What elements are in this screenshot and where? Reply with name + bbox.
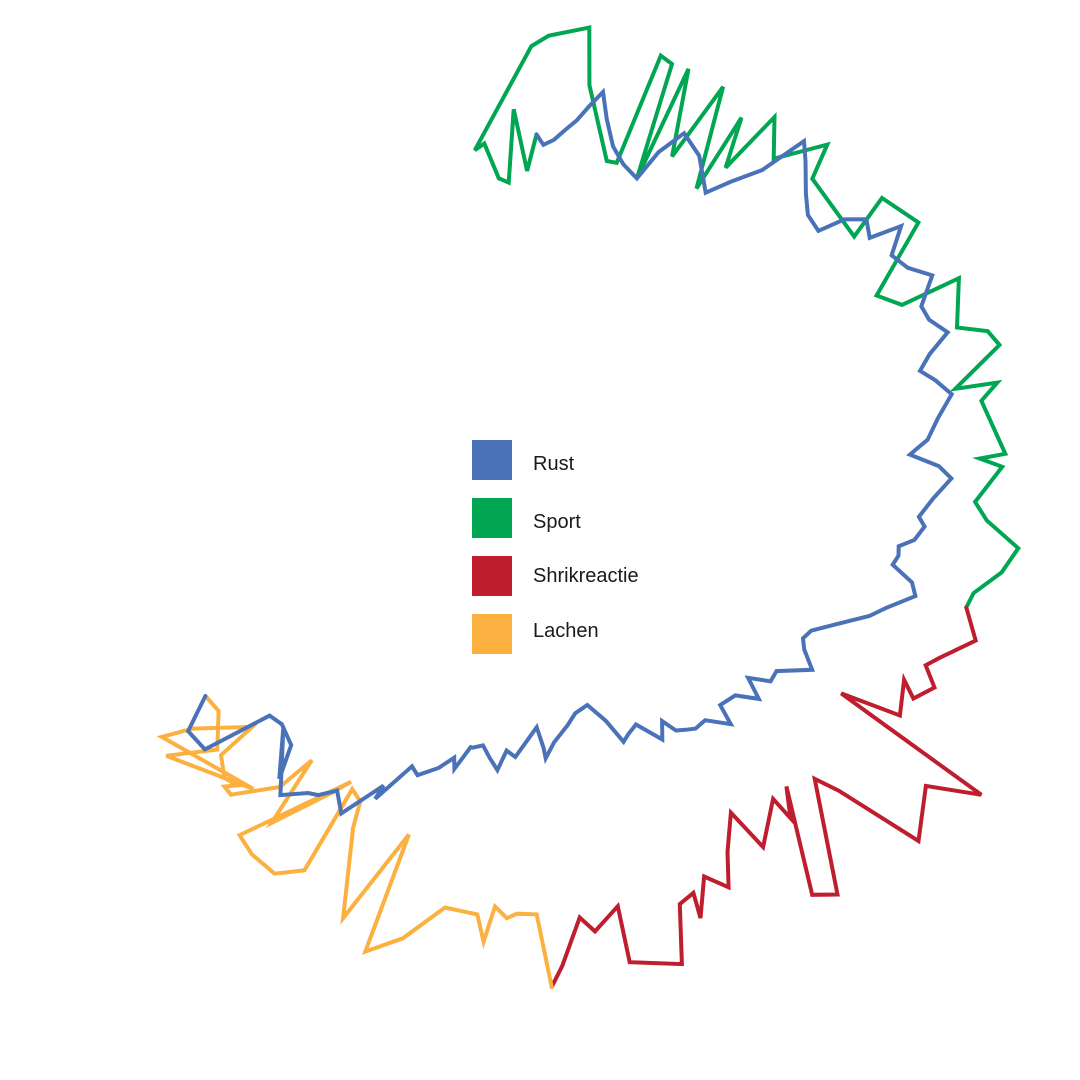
- legend-item-lachen: Lachen: [472, 614, 599, 654]
- legend-label-shrikreactie: Shrikreactie: [533, 565, 639, 587]
- series-line-sport: [473, 25, 1021, 610]
- legend-item-rust: Rust: [472, 440, 575, 480]
- legend-swatch-rust: [472, 440, 512, 480]
- series-layer: [156, 25, 1021, 989]
- legend-label-sport: Sport: [533, 511, 581, 533]
- series-line-rust: [185, 87, 955, 817]
- series-line-lachen: [156, 694, 554, 989]
- legend-label-lachen: Lachen: [533, 620, 599, 642]
- legend-swatch-sport: [472, 498, 512, 538]
- legend-swatch-lachen: [472, 614, 512, 654]
- series-line-shrik: [549, 605, 983, 989]
- legend: Rust Sport Shrikreactie Lachen: [472, 440, 639, 654]
- legend-item-shrikreactie: Shrikreactie: [472, 556, 639, 596]
- legend-label-rust: Rust: [533, 453, 575, 475]
- legend-swatch-shrikreactie: [472, 556, 512, 596]
- legend-item-sport: Sport: [472, 498, 581, 538]
